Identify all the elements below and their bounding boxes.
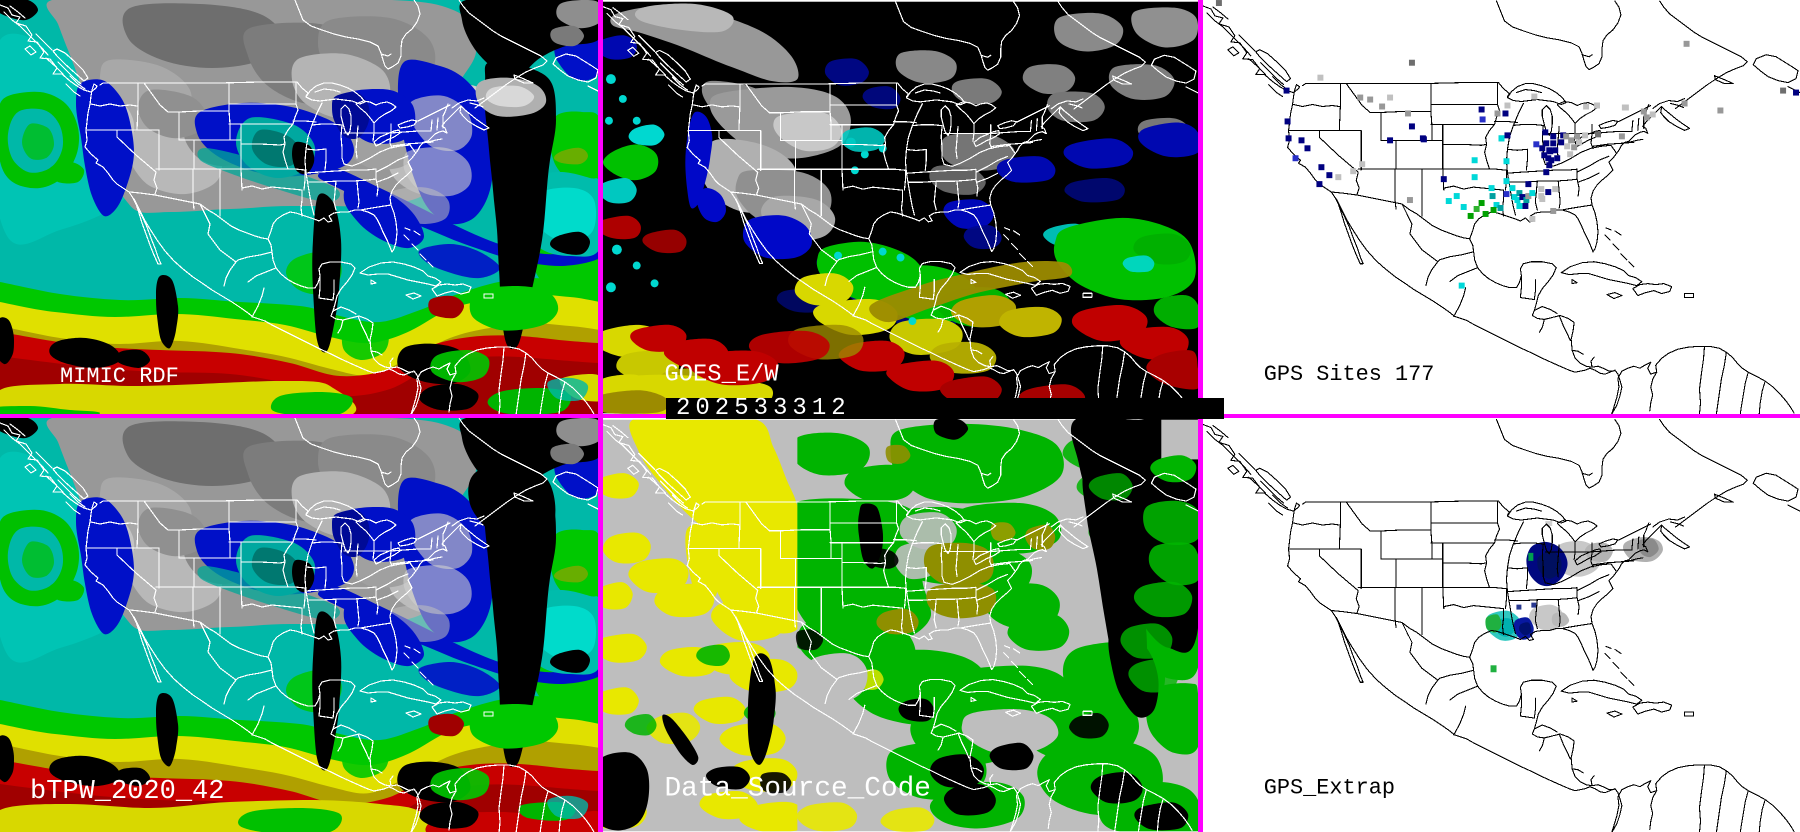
svg-text:bTPW_2020_42: bTPW_2020_42 [30, 777, 224, 807]
svg-text:GPS Sites 177: GPS Sites 177 [1264, 362, 1435, 387]
svg-text:Data_Source_Code: Data_Source_Code [664, 774, 930, 805]
svg-text:GOES_E/W: GOES_E/W [664, 362, 779, 389]
svg-text:MIMIC RDF: MIMIC RDF [60, 364, 179, 389]
svg-text:GPS_Extrap: GPS_Extrap [1264, 776, 1395, 801]
